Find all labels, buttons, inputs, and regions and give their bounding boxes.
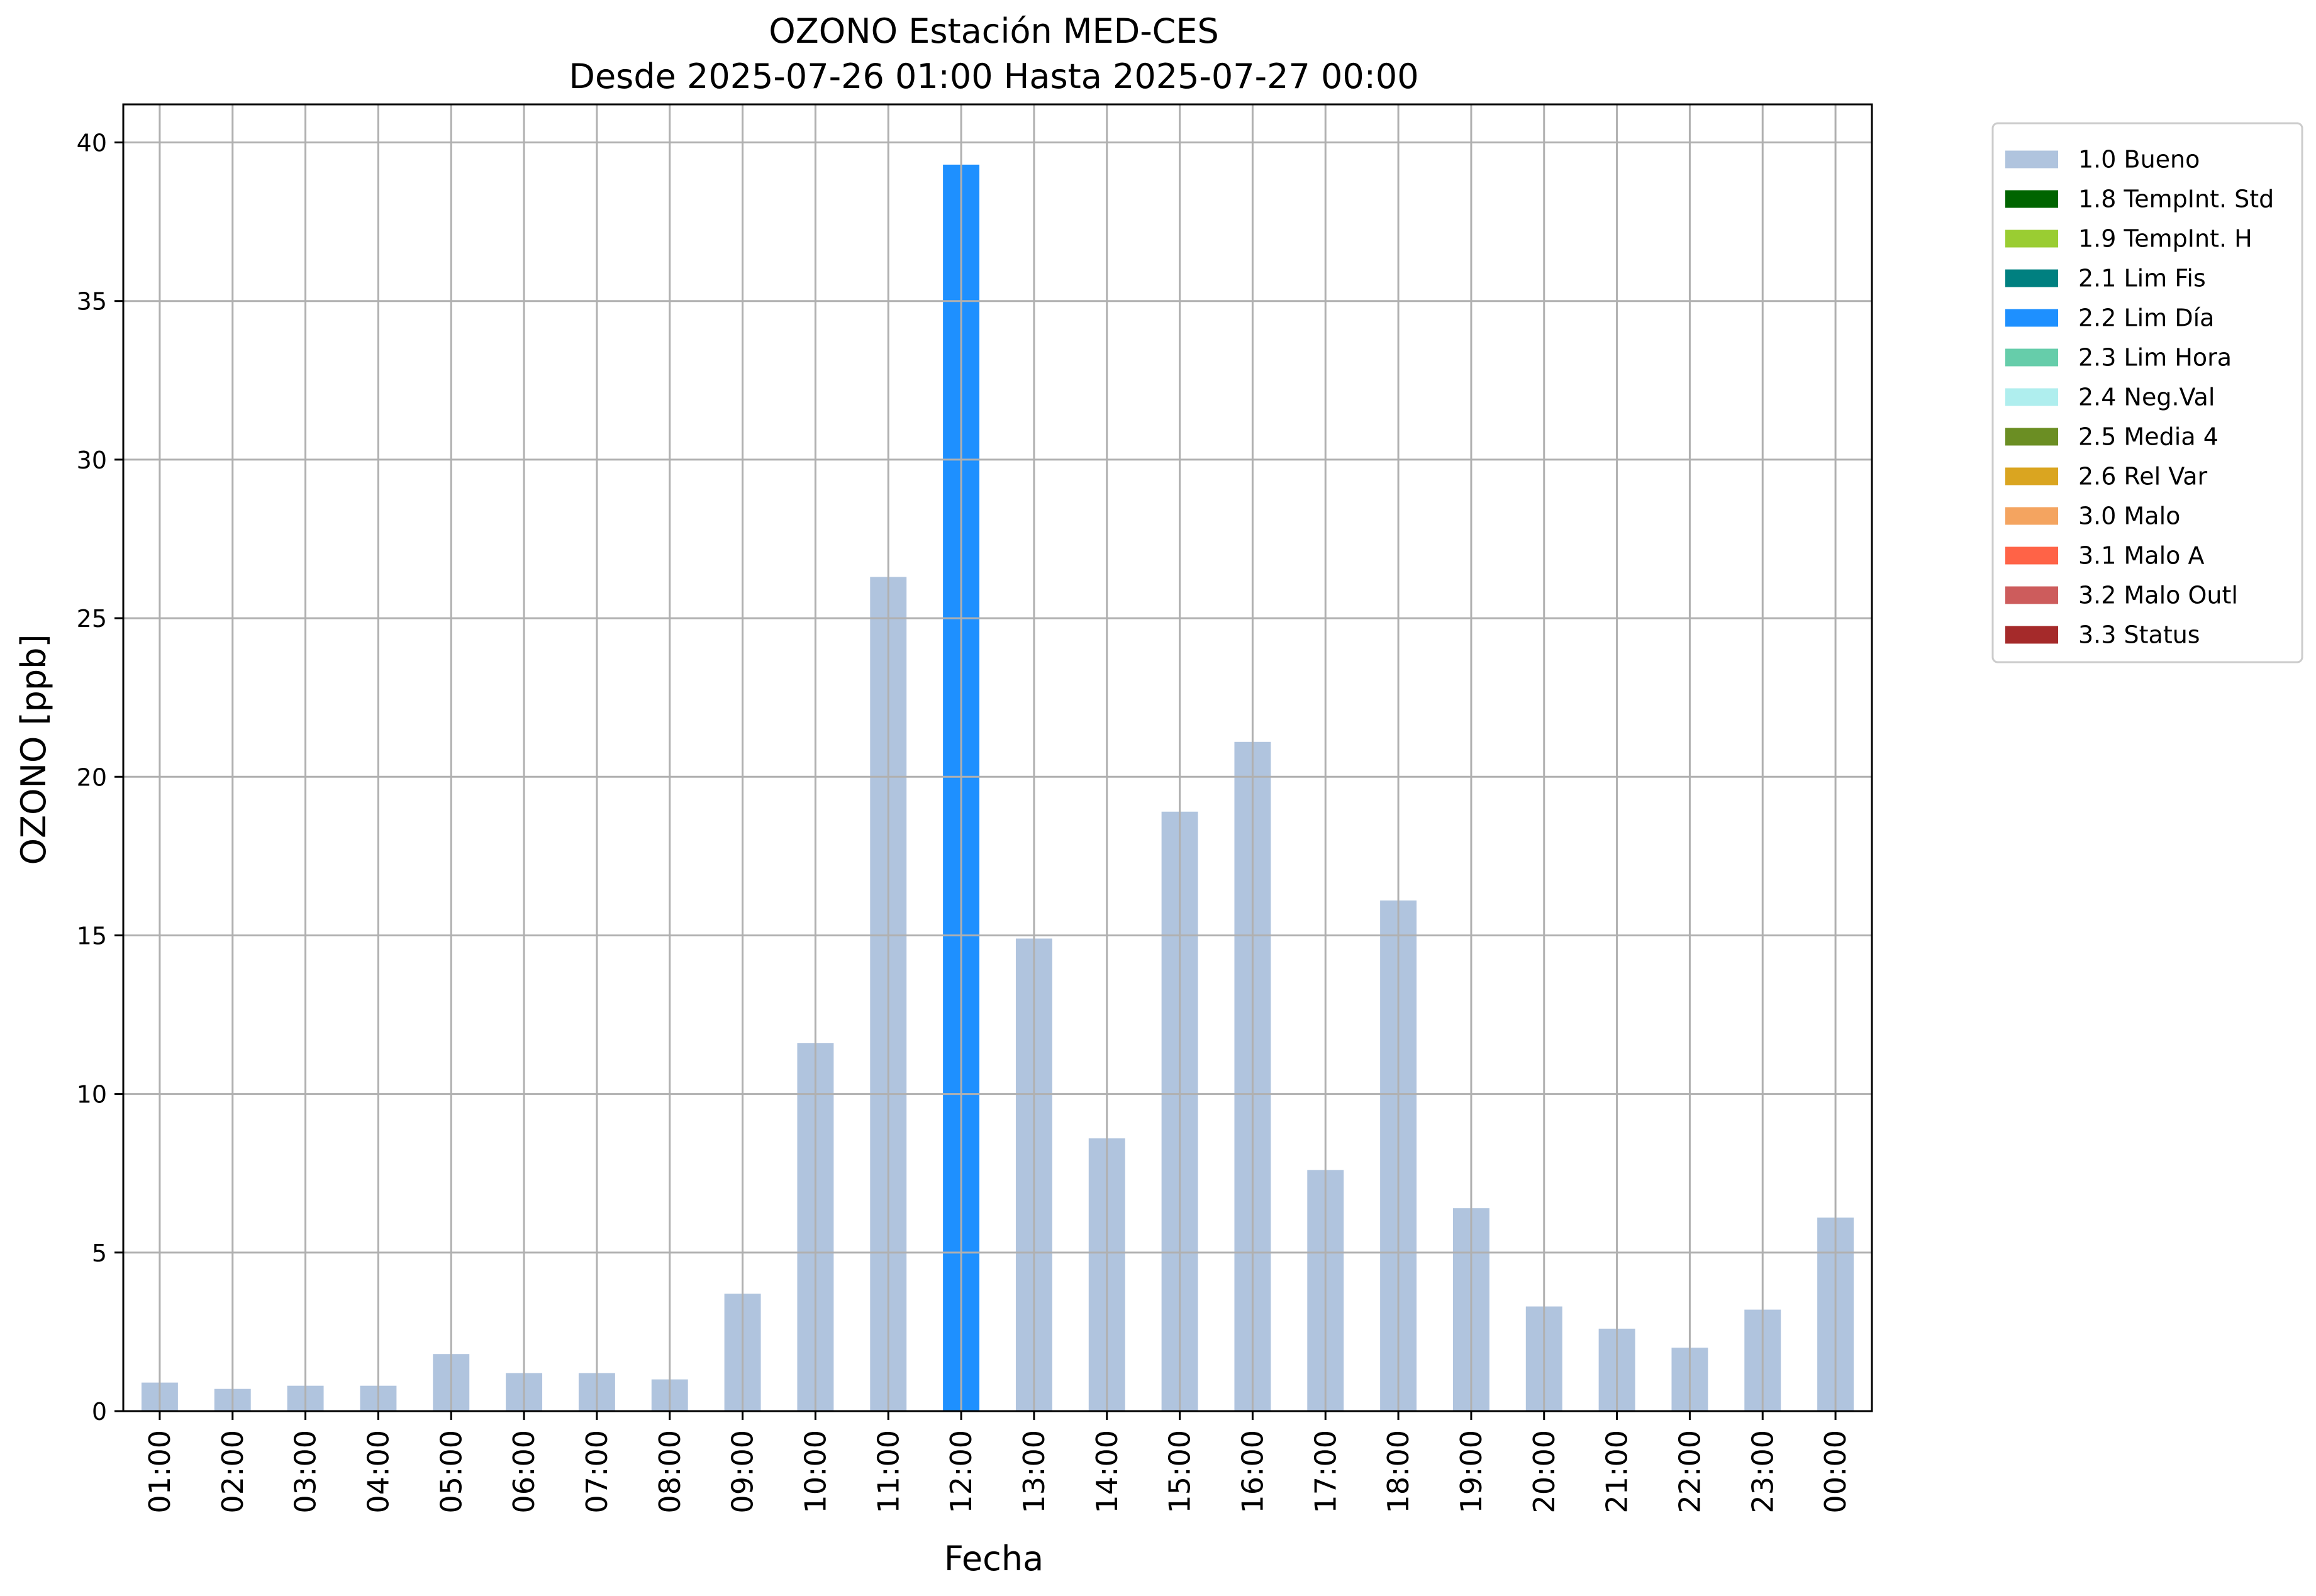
legend-swatch [2005, 507, 2058, 525]
x-tick-label: 19:00 [1454, 1430, 1488, 1514]
legend-swatch [2005, 150, 2058, 169]
grid-lines [123, 104, 1872, 1412]
legend-entry: 2.6 Rel Var [2005, 463, 2208, 490]
x-tick-label: 09:00 [726, 1430, 760, 1514]
legend-label: 1.0 Bueno [2078, 146, 2200, 174]
legend: 1.0 Bueno 1.8 TempInt. Std 1.9 TempInt. H 2… [1991, 122, 2303, 663]
legend-label: 2.3 Lim Hora [2078, 344, 2232, 372]
x-tick-label: 14:00 [1090, 1430, 1124, 1514]
x-tick-label: 20:00 [1527, 1430, 1561, 1514]
y-tick-label: 20 [77, 763, 107, 791]
chart-title: OZONO Estación MED-CES [769, 11, 1219, 51]
x-tick-label: 18:00 [1381, 1430, 1415, 1514]
legend-entry: 2.1 Lim Fis [2005, 265, 2206, 292]
legend-swatch [2005, 586, 2058, 604]
legend-swatch [2005, 428, 2058, 446]
legend-entry: 3.1 Malo A [2005, 542, 2204, 570]
legend-entry: 3.2 Malo Outl [2005, 582, 2238, 609]
x-tick-label: 15:00 [1163, 1430, 1197, 1514]
chart-subtitle: Desde 2025-07-26 01:00 Hasta 2025-07-27 … [569, 57, 1418, 96]
legend-label: 2.2 Lim Día [2078, 304, 2214, 332]
plot-frame [122, 103, 1873, 1412]
y-tick-label: 30 [77, 446, 107, 474]
legend-label: 3.0 Malo [2078, 502, 2180, 530]
x-tick-label: 21:00 [1600, 1430, 1634, 1514]
legend-label: 1.9 TempInt. H [2078, 225, 2252, 253]
legend-entry: 1.0 Bueno [2005, 146, 2200, 174]
y-tick-label: 0 [92, 1398, 107, 1426]
x-tick-label: 02:00 [216, 1430, 250, 1514]
legend-box [1991, 122, 2303, 663]
legend-swatch [2005, 190, 2058, 208]
x-ticks: 01:00 02:00 03:00 04:00 05:00 06:00 07:00 08:00… [143, 1411, 1852, 1514]
x-tick-label: 11:00 [871, 1430, 905, 1514]
x-tick-label: 12:00 [944, 1430, 978, 1514]
legend-label: 3.2 Malo Outl [2078, 582, 2238, 609]
legend-swatch [2005, 348, 2058, 367]
x-tick-label: 16:00 [1235, 1430, 1269, 1514]
legend-swatch [2005, 309, 2058, 327]
x-axis-label: Fecha [944, 1539, 1044, 1578]
legend-entry: 3.3 Status [2005, 621, 2200, 649]
y-tick-label: 40 [77, 130, 107, 157]
y-tick-label: 25 [77, 605, 107, 633]
legend-entry: 1.9 TempInt. H [2005, 225, 2252, 253]
x-tick-label: 07:00 [580, 1430, 614, 1514]
legend-entry: 3.0 Malo [2005, 502, 2180, 530]
x-tick-label: 10:00 [798, 1430, 832, 1514]
legend-label: 3.3 Status [2078, 621, 2200, 649]
legend-swatch [2005, 467, 2058, 485]
legend-entry: 2.3 Lim Hora [2005, 344, 2232, 372]
legend-label: 2.5 Media 4 [2078, 423, 2219, 451]
legend-swatch [2005, 626, 2058, 644]
x-tick-label: 03:00 [289, 1430, 323, 1514]
x-tick-label: 00:00 [1818, 1430, 1852, 1514]
x-tick-label: 04:00 [361, 1430, 395, 1514]
y-axis-label: OZONO [ppb] [14, 634, 53, 865]
x-tick-label: 17:00 [1308, 1430, 1342, 1514]
legend-label: 2.6 Rel Var [2078, 463, 2208, 490]
legend-entry: 2.4 Neg.Val [2005, 384, 2215, 411]
legend-entry: 2.2 Lim Día [2005, 304, 2214, 332]
y-tick-label: 5 [92, 1239, 107, 1267]
legend-swatch [2005, 388, 2058, 406]
legend-swatch [2005, 269, 2058, 287]
x-tick-label: 05:00 [434, 1430, 468, 1514]
legend-entry: 1.8 TempInt. Std [2005, 186, 2274, 213]
axes [122, 103, 1873, 1412]
legend-swatch [2005, 230, 2058, 248]
x-tick-label: 06:00 [507, 1430, 541, 1514]
legend-label: 1.8 TempInt. Std [2078, 186, 2274, 213]
x-tick-label: 22:00 [1673, 1430, 1706, 1514]
x-tick-label: 08:00 [653, 1430, 687, 1514]
x-tick-label: 23:00 [1745, 1430, 1779, 1514]
legend-label: 2.1 Lim Fis [2078, 265, 2206, 292]
y-tick-label: 35 [77, 288, 107, 316]
y-tick-label: 15 [77, 922, 107, 950]
x-tick-label: 13:00 [1017, 1430, 1051, 1514]
legend-entry: 2.5 Media 4 [2005, 423, 2219, 451]
y-ticks: 0 5 10 15 20 25 30 35 40 [77, 130, 123, 1426]
legend-label: 2.4 Neg.Val [2078, 384, 2215, 411]
legend-swatch [2005, 546, 2058, 565]
legend-label: 3.1 Malo A [2078, 542, 2204, 570]
x-tick-label: 01:00 [143, 1430, 177, 1514]
y-tick-label: 10 [77, 1081, 107, 1109]
